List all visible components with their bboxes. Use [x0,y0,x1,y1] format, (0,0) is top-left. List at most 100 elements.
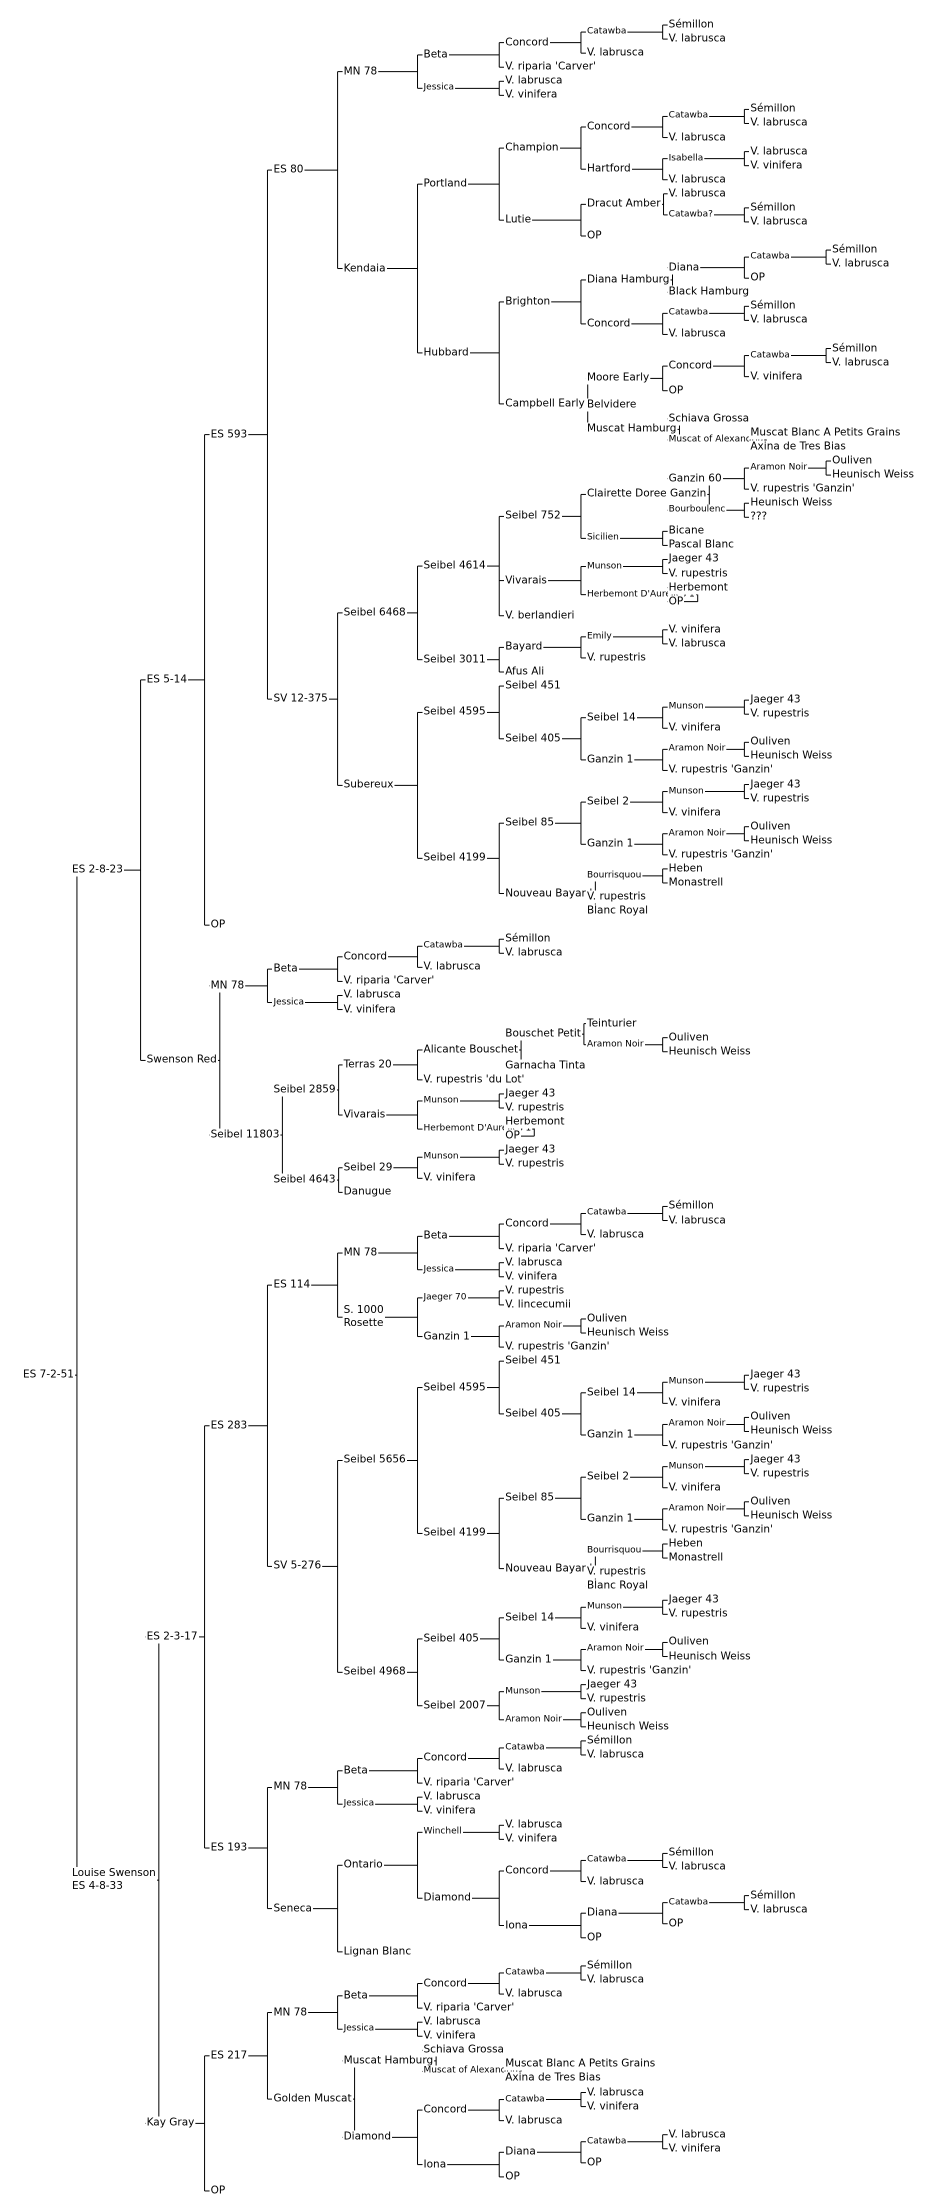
node-v-rupestris-ganzin: V. rupestris 'Ganzin' [749,482,856,496]
node-op: OP [667,384,685,398]
node-monastrell: Monastrell [667,876,725,890]
node-v-riparia-carver: V. riparia 'Carver' [422,1776,516,1790]
node-heunisch-weiss: Heunisch Weiss [749,1509,834,1523]
node-ganzin-1: Ganzin 1 [504,1653,553,1667]
node-v-labrusca: V. labrusca [585,1973,646,1987]
node-catawba: Catawba [749,350,791,362]
node-seibel-5656: Seibel 5656 [342,1453,407,1467]
node-v-labrusca: V. labrusca [585,46,646,60]
node-hartford: Hartford [585,162,632,176]
node-seibel-405: Seibel 405 [422,1632,480,1646]
node-v-labrusca: V. labrusca [749,116,809,130]
node-concord: Concord [585,317,632,331]
node-v-labrusca: V. labrusca [667,637,727,651]
node-seibel-2: Seibel 2 [585,1470,631,1484]
node-aramon-noir: Aramon Noir [667,828,727,840]
node-catawba: Catawba [667,307,710,319]
node-seibel-29: Seibel 29 [342,1161,394,1175]
node-v-rupestris: V. rupestris [749,1382,811,1396]
node-s-millon: Sémillon [749,201,797,215]
node-afus-ali: Afus Ali [504,665,546,679]
node-catawba: Catawba [667,1897,710,1909]
node-bayard: Bayard [504,640,544,654]
node-diana: Diana [667,261,701,275]
node-munson: Munson [585,561,624,573]
node-catawba: Catawba [667,110,710,122]
node-jaeger-43: Jaeger 43 [749,693,802,707]
node-muscat-blanc-a-petits-grains: Muscat Blanc A Petits Grains [749,426,902,440]
node-v-rupestris-ganzin: V. rupestris 'Ganzin' [667,763,774,777]
node-belvidere: Belvidere [585,398,638,412]
node-v-rupestris: V. rupestris [667,567,729,581]
node-op: OP [749,271,766,285]
node-campbell-early: Campbell Early [504,397,586,411]
node-herbemont: Herbemont [504,1115,566,1129]
node-v-labrusca: V. labrusca [749,313,809,327]
node-v-rupestris-ganzin: V. rupestris 'Ganzin' [667,1439,774,1453]
node-v-rupestris-ganzin: V. rupestris 'Ganzin' [585,1664,693,1678]
node-catawba: Catawba [749,251,791,263]
node-jaeger-43: Jaeger 43 [504,1087,557,1101]
node-bicane: Bicane [667,524,706,538]
node-v-vinifera: V. vinifera [749,159,804,173]
node-nouveau-bayard: Nouveau Bayard [504,887,594,901]
node-v-vinifera: V. vinifera [422,1804,477,1818]
node-lignan-blanc: Lignan Blanc [342,1945,413,1959]
node-ouliven: Ouliven [585,1706,629,1720]
node-aramon-noir: Aramon Noir [504,1320,563,1332]
node-v-labrusca: V. labrusca [585,1875,646,1889]
node-v-rupestris-ganzin: V. rupestris 'Ganzin' [504,1340,611,1354]
node-portland: Portland [422,177,469,191]
node-op: OP [209,2184,227,2198]
node-munson: Munson [585,1601,624,1613]
node-garnacha-tinta: Garnacha Tinta [504,1059,587,1073]
node-herbemont-d-aurelles-1: Herbemont D'Aurelles 1 [422,1123,533,1135]
node-v-vinifera: V. vinifera [667,721,722,735]
node-schiava-grossa: Schiava Grossa [667,412,751,426]
node-kendaia: Kendaia [342,262,387,276]
node-heben: Heben [667,1537,704,1551]
node-seibel-752: Seibel 752 [504,509,562,523]
node-seibel-4199: Seibel 4199 [422,851,487,865]
node-v-berlandieri: V. berlandieri [504,609,576,623]
node-dracut-amber: Dracut Amber [585,197,662,211]
node-concord: Concord [504,1864,550,1878]
node-seibel-4968: Seibel 4968 [342,1665,407,1679]
node-ouliven: Ouliven [749,1410,792,1424]
node-v-rupestris: V. rupestris [585,890,647,904]
node-concord: Concord [504,1217,550,1231]
node-v-rupestris: V. rupestris [585,651,647,665]
node-jessica: Jessica [422,82,456,94]
node-black-hamburg: Black Hamburg [667,285,751,299]
node-munson: Munson [667,1461,705,1473]
node-es-283: ES 283 [209,1419,249,1433]
node-ouliven: Ouliven [667,1031,710,1045]
node-monastrell: Monastrell [667,1551,725,1565]
node-louise-swenson-es-4-8-33: Louise Swenson ES 4-8-33 [70,1867,157,1894]
node-catawba: Catawba [504,2094,546,2106]
node-ouliven: Ouliven [585,1312,629,1326]
node-op: OP [667,1917,685,1931]
node-seibel-4199: Seibel 4199 [422,1526,487,1540]
node-blanc-royal: Blanc Royal [585,1579,650,1593]
node-catawba: Catawba [504,1967,546,1979]
node-beta: Beta [422,1229,449,1243]
node-v-labrusca: V. labrusca [504,1762,564,1776]
node-jaeger-43: Jaeger 43 [749,778,802,792]
node-seibel-405: Seibel 405 [504,732,562,746]
node-v-labrusca: V. labrusca [504,74,564,88]
node-es-2-8-23: ES 2-8-23 [70,863,124,877]
node-munson: Munson [667,786,705,798]
node-ouliven: Ouliven [667,1635,710,1649]
node-jaeger-43: Jaeger 43 [749,1368,802,1382]
node-heunisch-weiss: Heunisch Weiss [585,1326,670,1340]
node-jaeger-43: Jaeger 43 [667,1593,720,1607]
node-subereux: Subereux [342,778,395,792]
node-seibel-2: Seibel 2 [585,795,631,809]
node-concord: Concord [667,359,714,373]
node-catawba: Catawba [422,940,464,952]
node-v-riparia-carver: V. riparia 'Carver' [342,974,436,988]
node-ganzin-1: Ganzin 1 [585,1428,635,1442]
node-v-vinifera: V. vinifera [504,88,559,102]
